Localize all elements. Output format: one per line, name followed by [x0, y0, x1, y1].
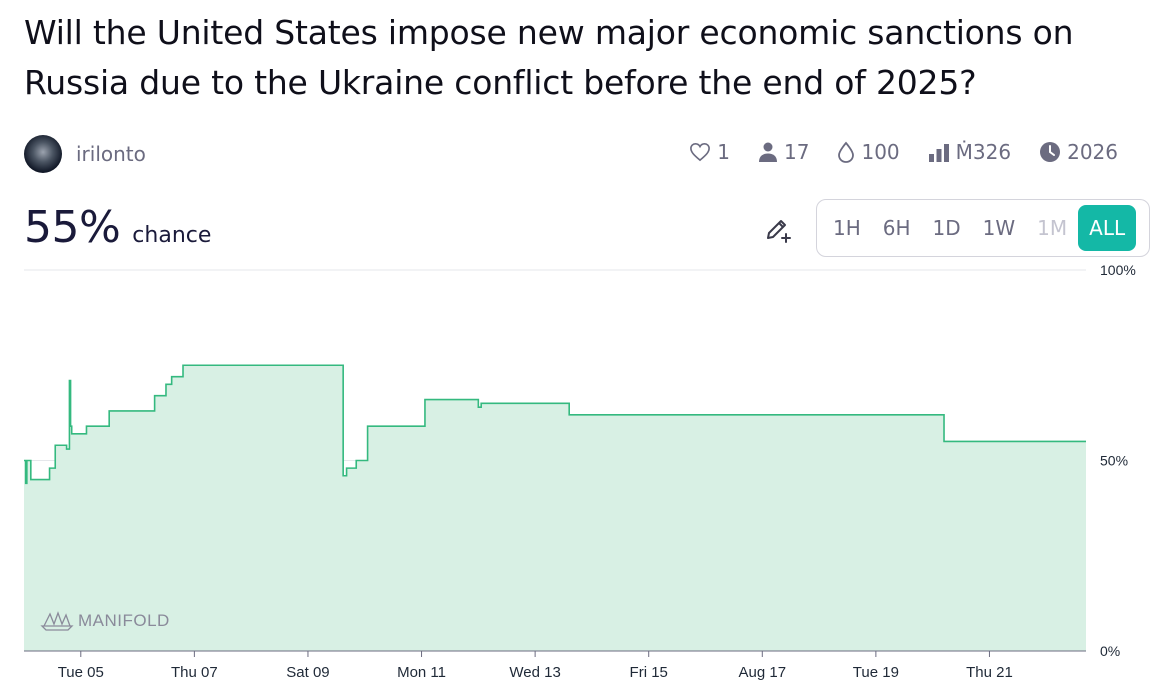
author[interactable]: irilonto: [24, 135, 146, 173]
author-name[interactable]: irilonto: [76, 142, 146, 166]
volume-stat[interactable]: Ṁ326: [928, 140, 1011, 164]
likes-stat[interactable]: 1: [689, 140, 730, 164]
probability-line: [24, 364, 1086, 485]
manifold-watermark: MANIFOLD: [40, 611, 170, 631]
likes-count: 1: [717, 140, 731, 164]
liquidity-value: 100: [861, 140, 900, 164]
close-year: 2026: [1067, 140, 1118, 164]
x-tick-label: Tue 19: [853, 664, 899, 681]
x-tick-label: Thu 07: [171, 664, 218, 681]
time-range-6h[interactable]: 6H: [882, 216, 911, 240]
time-range-1w[interactable]: 1W: [982, 216, 1016, 240]
probability-chart: Tue 05 Thu 07 Sat 09 Mon 11 Wed 13 Fri 15 Aug …: [24, 262, 1136, 681]
traders-stat[interactable]: 17: [758, 140, 809, 164]
avatar[interactable]: [24, 135, 62, 173]
user-icon: [759, 142, 778, 162]
x-tick-label: Sat 09: [286, 664, 329, 681]
manifold-logo-icon: [40, 611, 74, 631]
liquidity-stat[interactable]: 100: [837, 140, 900, 164]
x-tick-label: Tue 05: [58, 664, 104, 681]
market-stats: 1 17 100 Ṁ326 2026: [689, 140, 1118, 164]
time-range-1h[interactable]: 1H: [833, 216, 861, 240]
probability-display: 55% chance: [24, 202, 211, 253]
y-tick-label: 50%: [1100, 453, 1128, 469]
question-title: Will the United States impose new major …: [24, 13, 1074, 102]
probability-area: [24, 365, 1086, 651]
x-tick-label: Fri 15: [630, 664, 668, 681]
x-tick-label: Wed 13: [509, 664, 560, 681]
time-range-1m: 1M: [1037, 216, 1068, 240]
clock-icon: [1040, 142, 1061, 162]
probability-label: chance: [132, 223, 212, 248]
manifold-watermark-text: MANIFOLD: [78, 611, 170, 630]
pencil-plus-icon: [767, 220, 791, 243]
x-tick-label: Aug 17: [739, 664, 787, 681]
time-range-selector: 1H 6H 1D 1W 1M ALL: [816, 199, 1150, 257]
traders-count: 17: [784, 140, 810, 164]
droplet-icon: [838, 141, 855, 163]
x-tick-label: Mon 11: [397, 664, 446, 681]
time-range-1d[interactable]: 1D: [932, 216, 961, 240]
edit-pencil-button[interactable]: [762, 214, 794, 246]
heart-icon: [690, 142, 711, 162]
y-tick-label: 0%: [1100, 643, 1120, 659]
x-tick-label: Thu 21: [966, 664, 1013, 681]
time-range-all[interactable]: ALL: [1078, 205, 1137, 251]
y-tick-label: 100%: [1100, 262, 1136, 278]
close-date-stat[interactable]: 2026: [1039, 140, 1118, 164]
bar-chart-icon: [928, 144, 949, 162]
probability-value: 55%: [24, 202, 121, 253]
volume-value: Ṁ326: [955, 140, 1012, 164]
